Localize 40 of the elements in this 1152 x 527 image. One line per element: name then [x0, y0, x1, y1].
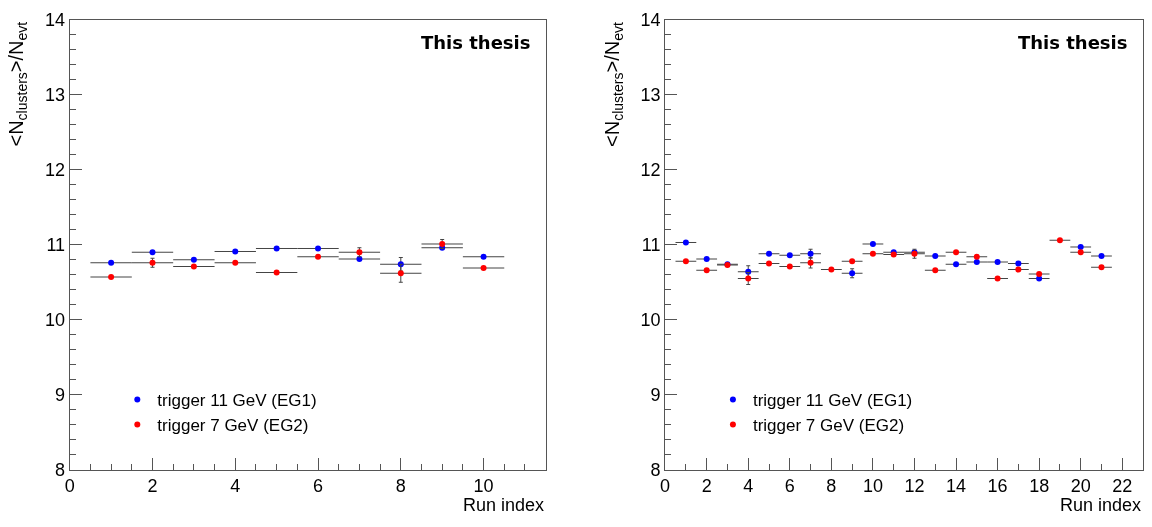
x-tick-label: 2 — [701, 476, 712, 497]
y-tick-label: 14 — [640, 9, 661, 30]
y-tick-label: 9 — [650, 385, 661, 406]
y-tick-label: 10 — [45, 310, 66, 331]
x-tick-label: 12 — [904, 476, 925, 497]
x-tick-label: 6 — [784, 476, 795, 497]
x-tick-label: 2 — [147, 476, 158, 497]
x-tick-label: 20 — [1070, 476, 1091, 497]
y-tick-label: 8 — [650, 460, 661, 481]
x-tick-label: 10 — [473, 476, 494, 497]
y-tick-label: 14 — [45, 9, 66, 30]
y-tick-label: 12 — [640, 160, 661, 180]
x-tick-label: 18 — [1029, 476, 1050, 497]
legend-label: trigger 7 GeV (EG2) — [752, 416, 905, 436]
y-tick-label: 13 — [45, 84, 66, 105]
annotation: This thesis — [421, 32, 531, 53]
legend-label: trigger 11 GeV (EG1) — [157, 391, 317, 411]
x-tick-label: 0 — [660, 476, 671, 497]
x-tick-label: 6 — [313, 476, 324, 497]
annotation: This thesis — [1018, 32, 1128, 53]
y-tick-label: 10 — [640, 310, 661, 331]
x-tick-label: 10 — [862, 476, 883, 497]
y-tick-label: 12 — [45, 160, 66, 180]
x-tick-label: 8 — [826, 476, 837, 497]
x-axis-title: Run index — [1060, 495, 1142, 515]
x-tick-label: 22 — [1112, 476, 1133, 497]
x-tick-label: 4 — [230, 476, 241, 497]
y-tick-label: 13 — [640, 84, 661, 105]
x-axis-title: Run index — [463, 495, 545, 515]
x-tick-label: 0 — [64, 476, 75, 497]
legend-label: trigger 11 GeV (EG1) — [752, 391, 913, 411]
x-tick-label: 8 — [395, 476, 406, 497]
y-tick-label: 9 — [55, 385, 66, 406]
x-tick-label: 14 — [946, 476, 967, 497]
x-tick-label: 4 — [743, 476, 754, 497]
y-tick-label: 11 — [641, 235, 661, 256]
y-tick-label: 11 — [46, 235, 66, 256]
x-tick-label: 16 — [987, 476, 1008, 497]
y-tick-label: 8 — [55, 460, 66, 481]
legend-label: trigger 7 GeV (EG2) — [157, 416, 309, 436]
